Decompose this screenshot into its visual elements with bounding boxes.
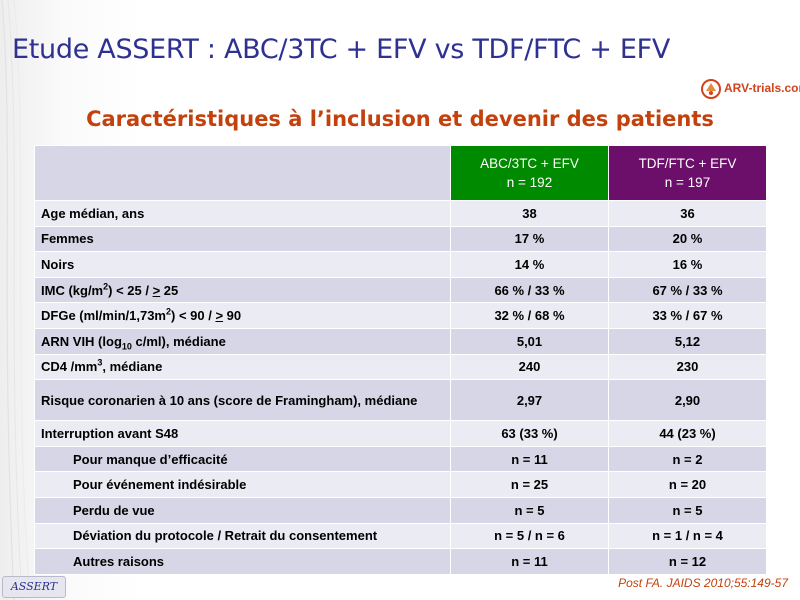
tdf-value: n = 5 [608, 496, 767, 524]
row-label: Déviation du protocole / Retrait du cons… [34, 522, 451, 550]
row-label: Femmes [34, 225, 451, 253]
row-label: Interruption avant S48 [34, 420, 451, 447]
abc-arm-name: ABC/3TC + EFV [480, 156, 579, 171]
tdf-value: n = 12 [608, 548, 767, 575]
decorative-lines [1, 0, 31, 600]
tdf-value: 16 % [608, 251, 767, 278]
table-row: Déviation du protocole / Retrait du cons… [34, 522, 767, 550]
tdf-value: n = 1 / n = 4 [608, 522, 767, 550]
abc-value: n = 11 [450, 445, 609, 473]
patient-characteristics-table: ABC/3TC + EFV n = 192 TDF/FTC + EFV n = … [34, 145, 767, 575]
table-row: Pour événement indésirable n = 25 n = 20 [34, 471, 767, 498]
abc-value: 240 [450, 353, 609, 381]
row-label: Autres raisons [34, 548, 451, 575]
tdf-value: 230 [608, 353, 767, 381]
study-badge: ASSERT [2, 576, 66, 598]
table-row: Age médian, ans 38 36 [34, 200, 767, 227]
table-row: ARN VIH (log10 c/ml), médiane 5,01 5,12 [34, 327, 767, 355]
tdf-value: 5,12 [608, 327, 767, 355]
tdf-value: 67 % / 33 % [608, 276, 767, 304]
tdf-value: 36 [608, 200, 767, 227]
tdf-value: n = 2 [608, 445, 767, 473]
row-label: Perdu de vue [34, 496, 451, 524]
abc-value: 5,01 [450, 327, 609, 355]
table-row: Noirs 14 % 16 % [34, 251, 767, 278]
table-row: DFGe (ml/min/1,73m2) < 90 / > 90 32 % / … [34, 302, 767, 329]
row-label: Noirs [34, 251, 451, 278]
row-label: Age médian, ans [34, 200, 451, 227]
table-row: IMC (kg/m2) < 25 / > 25 66 % / 33 % 67 %… [34, 276, 767, 304]
tdf-arm-n: n = 197 [664, 175, 711, 190]
arv-trials-logo: ARV-trials.com [700, 78, 800, 100]
abc-arm-n: n = 192 [506, 175, 553, 190]
header-tdf-arm: TDF/FTC + EFV n = 197 [608, 145, 767, 201]
table-row: Perdu de vue n = 5 n = 5 [34, 496, 767, 524]
table-row: Interruption avant S48 63 (33 %) 44 (23 … [34, 420, 767, 447]
abc-value: 63 (33 %) [450, 420, 609, 447]
abc-value: 38 [450, 200, 609, 227]
abc-value: n = 5 / n = 6 [450, 522, 609, 550]
table-row: Pour manque d’efficacité n = 11 n = 2 [34, 445, 767, 473]
row-label: DFGe (ml/min/1,73m2) < 90 / > 90 [34, 302, 451, 329]
tdf-value: 2,90 [608, 379, 767, 422]
abc-value: 17 % [450, 225, 609, 253]
tdf-value: 44 (23 %) [608, 420, 767, 447]
abc-value: 14 % [450, 251, 609, 278]
abc-value: n = 25 [450, 471, 609, 498]
tdf-value: n = 20 [608, 471, 767, 498]
tdf-value: 33 % / 67 % [608, 302, 767, 329]
tdf-arm-name: TDF/FTC + EFV [638, 156, 737, 171]
row-label: Pour événement indésirable [34, 471, 451, 498]
row-label: IMC (kg/m2) < 25 / > 25 [34, 276, 451, 304]
abc-value: 66 % / 33 % [450, 276, 609, 304]
table-row: Risque coronarien à 10 ans (score de Fra… [34, 379, 767, 422]
table-row: CD4 /mm3, médiane 240 230 [34, 353, 767, 381]
table-row: Femmes 17 % 20 % [34, 225, 767, 253]
header-blank-cell [34, 145, 451, 201]
row-label: ARN VIH (log10 c/ml), médiane [34, 327, 451, 355]
abc-value: 32 % / 68 % [450, 302, 609, 329]
table-row: Autres raisons n = 11 n = 12 [34, 548, 767, 575]
row-label: Risque coronarien à 10 ans (score de Fra… [34, 379, 451, 422]
tdf-value: 20 % [608, 225, 767, 253]
logo-icon [701, 79, 721, 99]
slide-title: Etude ASSERT : ABC/3TC + EFV vs TDF/FTC … [12, 34, 670, 65]
abc-value: n = 11 [450, 548, 609, 575]
header-abc-arm: ABC/3TC + EFV n = 192 [450, 145, 609, 201]
row-label: CD4 /mm3, médiane [34, 353, 451, 381]
slide-subtitle: Caractéristiques à l’inclusion et deveni… [86, 107, 714, 131]
logo-text: ARV-trials.com [724, 81, 800, 95]
reference-citation: Post FA. JAIDS 2010;55:149-57 [618, 576, 788, 590]
table-header-row: ABC/3TC + EFV n = 192 TDF/FTC + EFV n = … [34, 145, 767, 201]
row-label: Pour manque d’efficacité [34, 445, 451, 473]
abc-value: n = 5 [450, 496, 609, 524]
abc-value: 2,97 [450, 379, 609, 422]
